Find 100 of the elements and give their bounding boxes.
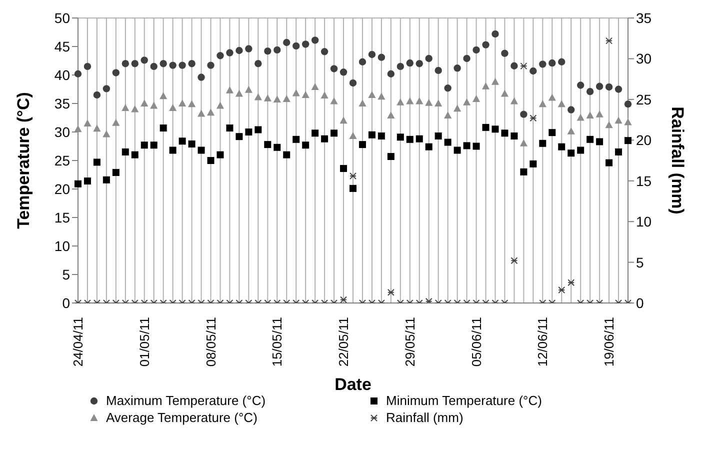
point bbox=[226, 86, 234, 94]
point bbox=[320, 48, 328, 56]
point bbox=[444, 111, 452, 118]
point bbox=[122, 148, 129, 156]
point bbox=[624, 100, 632, 108]
y-axis-title: Temperature (°C) bbox=[14, 92, 34, 229]
point bbox=[510, 132, 518, 140]
point bbox=[207, 62, 214, 69]
point bbox=[530, 160, 537, 168]
y-tick-label: 0 bbox=[62, 294, 70, 311]
point bbox=[178, 138, 186, 145]
point bbox=[254, 93, 262, 100]
point bbox=[396, 98, 404, 106]
point bbox=[548, 94, 556, 101]
point bbox=[538, 100, 546, 108]
point bbox=[482, 124, 490, 131]
point bbox=[416, 97, 424, 104]
point bbox=[236, 133, 243, 140]
point bbox=[188, 140, 196, 148]
x-tick-label: 29/05/11 bbox=[402, 317, 418, 367]
point bbox=[530, 114, 537, 122]
point bbox=[340, 68, 348, 76]
point bbox=[510, 97, 518, 104]
point bbox=[492, 30, 499, 38]
point bbox=[198, 146, 205, 154]
legend-label: Average Temperature (°C) bbox=[106, 410, 258, 425]
point bbox=[605, 121, 613, 128]
point bbox=[482, 82, 490, 90]
point bbox=[501, 130, 508, 137]
point bbox=[568, 106, 575, 114]
point bbox=[84, 119, 92, 126]
point bbox=[283, 38, 290, 46]
point bbox=[302, 142, 310, 149]
point bbox=[350, 184, 356, 192]
point bbox=[586, 88, 594, 96]
point bbox=[577, 146, 584, 154]
legend-label: Rainfall (mm) bbox=[386, 410, 464, 425]
point bbox=[378, 92, 386, 100]
point bbox=[576, 82, 584, 89]
point bbox=[140, 142, 148, 149]
point bbox=[74, 70, 82, 78]
point bbox=[482, 41, 490, 48]
point bbox=[558, 100, 566, 108]
point bbox=[245, 45, 252, 52]
point bbox=[122, 104, 130, 112]
point bbox=[434, 66, 442, 74]
point bbox=[396, 134, 404, 141]
point bbox=[226, 124, 234, 132]
y-tick-label: 20 bbox=[54, 180, 70, 197]
point bbox=[558, 58, 566, 66]
point bbox=[349, 79, 357, 87]
point bbox=[169, 104, 177, 112]
point bbox=[282, 94, 290, 102]
point bbox=[568, 150, 575, 157]
point bbox=[558, 143, 566, 150]
point bbox=[160, 92, 168, 100]
y-tick-label: 40 bbox=[54, 66, 70, 83]
point bbox=[340, 116, 348, 124]
point bbox=[416, 60, 423, 68]
point bbox=[614, 116, 622, 124]
x-tick-label: 12/06/11 bbox=[535, 317, 550, 367]
point bbox=[112, 118, 120, 126]
y-tick-label: 15 bbox=[54, 209, 70, 226]
point bbox=[539, 140, 546, 147]
y2-tick-label: 15 bbox=[636, 172, 652, 189]
y-tick-label: 5 bbox=[62, 266, 70, 282]
point bbox=[188, 60, 196, 68]
point bbox=[244, 86, 252, 93]
y-tick-label: 10 bbox=[54, 238, 70, 254]
point bbox=[378, 54, 386, 61]
y-tick-label: 35 bbox=[54, 95, 70, 112]
legend-label: Minimum Temperature (°C) bbox=[386, 393, 542, 408]
point bbox=[330, 65, 338, 72]
point bbox=[330, 97, 338, 104]
point bbox=[102, 85, 110, 92]
y2-tick-label: 20 bbox=[636, 132, 652, 148]
point bbox=[500, 90, 509, 97]
point bbox=[274, 144, 281, 151]
point bbox=[160, 124, 167, 132]
point bbox=[274, 46, 281, 54]
point bbox=[254, 60, 262, 68]
point bbox=[378, 132, 385, 140]
point bbox=[425, 54, 432, 62]
point bbox=[235, 90, 244, 97]
point bbox=[472, 46, 480, 54]
x-tick-label: 01/05/11 bbox=[136, 317, 152, 367]
point bbox=[358, 141, 366, 148]
point bbox=[112, 168, 120, 176]
point bbox=[216, 151, 224, 158]
point bbox=[596, 110, 604, 118]
point bbox=[74, 180, 82, 188]
point bbox=[510, 62, 518, 70]
point bbox=[425, 298, 432, 303]
point bbox=[530, 67, 537, 75]
point bbox=[463, 142, 470, 150]
point bbox=[520, 62, 528, 70]
point bbox=[558, 286, 566, 294]
point bbox=[548, 129, 556, 136]
point bbox=[614, 86, 622, 93]
point bbox=[226, 49, 234, 56]
